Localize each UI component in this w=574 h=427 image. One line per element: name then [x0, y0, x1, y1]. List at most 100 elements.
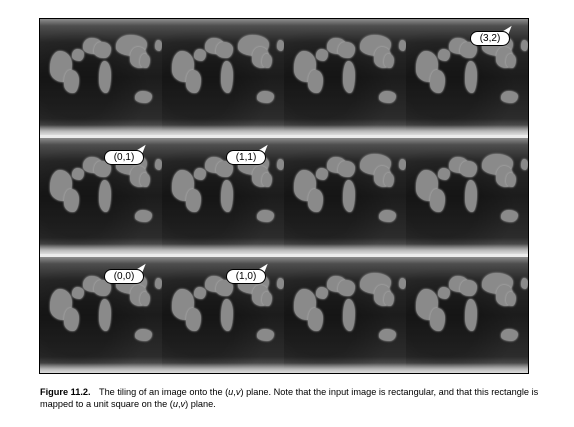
continent-shape — [430, 189, 446, 213]
continent-shape — [430, 308, 446, 332]
caption-comma-2: , — [177, 399, 181, 409]
continent-shape — [337, 280, 355, 297]
continent-shape — [459, 42, 477, 59]
caption-comma: , — [233, 387, 236, 397]
continent-shape — [64, 189, 80, 213]
continent-shape — [342, 179, 355, 213]
continent-shape — [215, 280, 233, 297]
continent-shape — [186, 70, 202, 94]
continent-shape — [193, 168, 206, 180]
continent-shape — [379, 90, 397, 103]
continent-shape — [262, 53, 272, 68]
figure-label: Figure 11.2. — [40, 387, 91, 397]
continent-shape — [186, 308, 202, 332]
tile-coordinate-callout: (0,0) — [104, 261, 149, 284]
tile-row-divider — [40, 254, 528, 257]
continent-shape — [71, 287, 84, 299]
antarctica-strip — [406, 362, 528, 373]
continent-shape — [71, 49, 84, 61]
antarctica-strip — [40, 124, 162, 135]
continent-shape — [342, 60, 355, 94]
continent-shape — [154, 277, 162, 290]
world-map-tile — [284, 19, 406, 135]
continent-shape — [437, 49, 450, 61]
continent-shape — [186, 189, 202, 213]
continent-shape — [257, 90, 275, 103]
continent-shape — [98, 179, 111, 213]
continent-shape — [520, 39, 528, 52]
continent-shape — [140, 172, 150, 187]
continent-shape — [337, 42, 355, 59]
continent-shape — [379, 209, 397, 222]
continent-shape — [154, 39, 162, 52]
continent-shape — [398, 277, 406, 290]
tiled-world-map-figure: (3,2) (0,1) (1,1) (0,0) (1,0) — [39, 18, 529, 374]
continent-shape — [135, 328, 153, 341]
continent-shape — [93, 280, 111, 297]
continent-shape — [464, 179, 477, 213]
continent-shape — [193, 49, 206, 61]
continent-shape — [220, 179, 233, 213]
antarctica-strip — [162, 243, 284, 254]
antarctica-strip — [40, 243, 162, 254]
continent-shape — [430, 70, 446, 94]
continent-shape — [98, 298, 111, 332]
world-map-tile — [284, 257, 406, 373]
tile-coordinate-callout: (0,1) — [104, 142, 149, 165]
tile-coordinate-callout: (1,0) — [226, 261, 271, 284]
figure-caption: Figure 11.2. The tiling of an image onto… — [40, 386, 540, 410]
world-map-tile — [406, 138, 528, 254]
continent-shape — [520, 158, 528, 171]
continent-shape — [308, 189, 324, 213]
continent-shape — [501, 209, 519, 222]
world-map-tile — [284, 138, 406, 254]
continent-shape — [459, 161, 477, 178]
continent-shape — [154, 158, 162, 171]
continent-shape — [501, 328, 519, 341]
world-map-tile — [162, 19, 284, 135]
continent-shape — [98, 60, 111, 94]
continent-shape — [459, 280, 477, 297]
antarctica-strip — [406, 243, 528, 254]
continent-shape — [215, 42, 233, 59]
continent-shape — [384, 291, 394, 306]
continent-shape — [315, 287, 328, 299]
continent-shape — [193, 287, 206, 299]
continent-shape — [93, 161, 111, 178]
continent-shape — [520, 277, 528, 290]
continent-shape — [384, 53, 394, 68]
continent-shape — [308, 70, 324, 94]
antarctica-strip — [40, 362, 162, 373]
caption-u-symbol-2: u — [172, 399, 178, 409]
continent-shape — [276, 158, 284, 171]
continent-shape — [215, 161, 233, 178]
continent-shape — [308, 308, 324, 332]
continent-shape — [379, 328, 397, 341]
continent-shape — [220, 60, 233, 94]
antarctica-strip — [406, 124, 528, 135]
continent-shape — [262, 172, 272, 187]
tile-coordinate-label: (3,2) — [470, 31, 510, 46]
continent-shape — [135, 90, 153, 103]
world-map-tile — [406, 257, 528, 373]
antarctica-strip — [284, 124, 406, 135]
caption-u-symbol: u — [228, 387, 234, 397]
tile-row-divider — [40, 135, 528, 138]
antarctica-strip — [284, 243, 406, 254]
continent-shape — [437, 287, 450, 299]
continent-shape — [398, 158, 406, 171]
continent-shape — [315, 49, 328, 61]
caption-text-part-3: ) plane. — [185, 399, 216, 409]
continent-shape — [71, 168, 84, 180]
continent-shape — [501, 90, 519, 103]
antarctica-strip — [162, 362, 284, 373]
continent-shape — [342, 298, 355, 332]
continent-shape — [262, 291, 272, 306]
tile-coordinate-callout: (3,2) — [470, 23, 515, 46]
continent-shape — [337, 161, 355, 178]
world-map-tile — [406, 19, 528, 135]
continent-shape — [64, 70, 80, 94]
continent-shape — [506, 172, 516, 187]
caption-text-part-1: The tiling of an image onto the ( — [98, 387, 229, 397]
continent-shape — [506, 291, 516, 306]
